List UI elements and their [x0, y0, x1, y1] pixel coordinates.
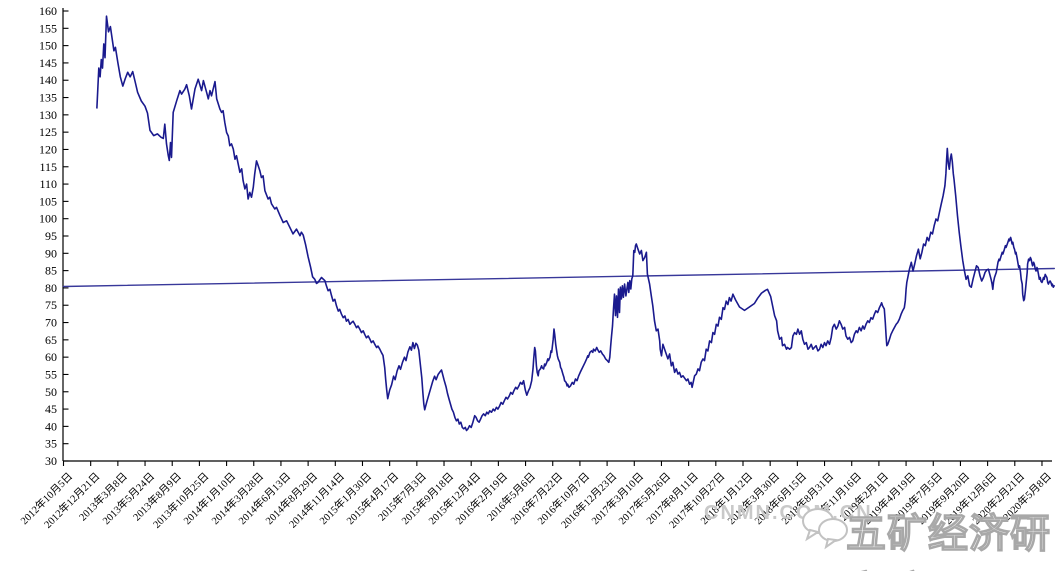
y-tick-label: 45 [45, 402, 57, 416]
y-tick-label: 40 [45, 419, 57, 433]
y-tick-label: 135 [39, 91, 57, 105]
y-tick-label: 50 [45, 385, 57, 399]
trend-line [62, 267, 1056, 288]
y-tick-label: 35 [45, 437, 57, 451]
y-tick-label: 60 [45, 350, 57, 364]
y-tick-label: 65 [45, 333, 57, 347]
y-tick-label: 105 [39, 194, 57, 208]
y-tick-label: 85 [45, 264, 57, 278]
y-tick-label: 70 [45, 316, 57, 330]
y-tick-label: 120 [39, 142, 57, 156]
y-tick-label: 75 [45, 298, 57, 312]
price-series-line [96, 15, 1055, 432]
y-tick-label: 95 [45, 229, 57, 243]
y-tick-label: 30 [45, 454, 57, 468]
y-tick-label: 55 [45, 367, 57, 381]
y-tick-label: 160 [39, 4, 57, 18]
y-tick-label: 155 [39, 21, 57, 35]
y-tick-label: 115 [39, 160, 57, 174]
y-tick-label: 140 [39, 73, 57, 87]
y-tick-label: 145 [39, 56, 57, 70]
y-tick-label: 100 [39, 212, 57, 226]
y-tick-label: 130 [39, 108, 57, 122]
y-tick-label: 125 [39, 125, 57, 139]
y-tick-label: 150 [39, 39, 57, 53]
y-tick-label: 90 [45, 246, 57, 260]
y-tick-label: 110 [39, 177, 57, 191]
y-tick-label: 80 [45, 281, 57, 295]
